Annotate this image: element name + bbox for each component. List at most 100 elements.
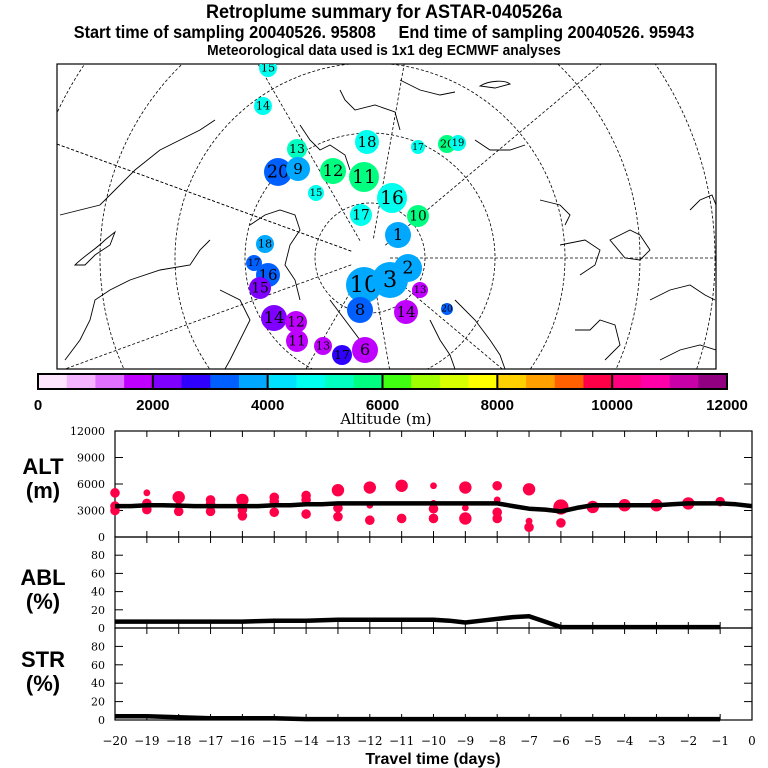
altitude-scatter-point [143,489,151,497]
cluster-circle [286,157,310,181]
cluster-circle [411,140,425,154]
x-tick-label: −14 [293,734,319,748]
altitude-scatter-point [492,480,503,491]
coastline [575,319,621,361]
coastline [474,139,526,151]
cluster-day-label: 20 [441,304,453,314]
coastline [559,239,601,276]
y-tick-label: 0 [98,622,105,635]
map-cluster: 15 [259,62,277,77]
alt-label-line2: (m) [25,478,61,503]
x-tick-label: −7 [520,734,538,748]
altitude-scatter-point [301,509,311,519]
y-tick-label: 12000 [70,425,105,438]
coastline [64,239,211,361]
cluster-day-label: 15 [261,62,275,75]
colorbar-segment [583,374,613,389]
alt-label-line1: ALT [22,454,64,479]
abl-panel: 0 20 40 60 80 [91,536,753,635]
colorbar-segment [526,374,556,389]
cluster-circle [254,97,272,115]
coastline [299,124,351,171]
altitude-scatter-point [110,488,120,498]
map-cluster: 14 [254,97,272,115]
colorbar-tick-label: 8000 [481,397,514,414]
str-label-line1: STR [21,647,65,672]
map-cluster: 18 [355,130,379,154]
map-cluster: 14 [394,300,418,324]
altitude-scatter-point [173,506,184,517]
cluster-circle [355,130,379,154]
colorbar-segment [411,374,441,389]
cluster-circle [287,139,307,159]
y-tick-label: 60 [91,567,105,580]
altitude-scatter-point [363,481,376,494]
y-tick-label: 80 [91,640,105,653]
y-tick-label: 40 [91,586,105,599]
map-cluster: 13 [287,139,307,159]
cluster-circle [441,303,453,315]
colorbar-tick-label: 10000 [591,397,633,414]
coastline [689,194,716,211]
map-cluster: 18 [256,235,274,253]
x-tick-label: −10 [421,734,446,748]
abl-label-line2: (%) [25,589,61,614]
alt-panel: 0 3000 6000 9000 12000 [70,425,753,544]
coastline [73,230,117,266]
cluster-day-label: 17 [334,347,350,362]
colorbar-segment [669,374,699,389]
colorbar-segment [124,374,154,389]
y-tick-label: 60 [91,659,105,672]
altitude-scatter-point [459,481,472,494]
cluster-day-label: 1 [393,225,403,244]
altitude-scatter-point [461,504,469,512]
cluster-day-label: 17 [412,143,424,153]
colorbar-tick-label: 6000 [366,397,399,414]
cluster-day-label: 2 [402,259,413,279]
x-tick-label: 0 [748,734,756,748]
cluster-circle [261,305,287,331]
coastline [329,299,361,341]
cluster-circle [286,330,308,352]
cluster-day-label: 13 [316,340,330,353]
x-tick-label: −16 [230,734,255,748]
x-tick-label: −15 [262,734,287,748]
cluster-circle [320,158,346,184]
x-tick-label: −12 [357,734,382,748]
map-cluster: 19 [450,135,466,151]
altitude-scatter-point [396,513,407,524]
panel-frame [114,627,753,721]
map-cluster: 2 [394,254,422,282]
map-cluster: 11 [349,162,379,192]
altitude-scatter-point [492,513,503,524]
x-tick-label: −13 [325,734,350,748]
colorbar-segment [439,374,469,389]
abl-label-line1: ABL [20,565,66,590]
str-panel-label: STR (%) [0,648,88,696]
colorbar-segment [640,374,670,389]
altitude-scatter-point [333,511,343,522]
altitude-scatter-point [430,482,437,490]
cluster-day-label: 15 [251,280,269,296]
cluster-circle [249,277,271,299]
cluster-circle [350,204,372,226]
cluster-day-label: 14 [396,303,415,321]
colorbar-segment [38,374,68,389]
cluster-day-label: 20 [267,163,289,183]
x-tick-label: −11 [389,734,414,748]
cluster-day-label: 8 [355,300,365,319]
map-cluster: 8 [347,297,373,323]
map-cluster: 16 [377,183,407,213]
altitude-scatter-point [172,491,185,504]
cluster-circle [314,337,332,355]
map-cluster: 12 [285,311,307,333]
coastline [659,344,716,361]
cluster-circle [285,311,307,333]
colorbar-segment [554,374,584,389]
cluster-day-label: 18 [258,238,272,251]
coastline [454,299,506,369]
colorbar-segment [497,374,527,389]
x-tick-label: −1 [711,734,729,748]
cluster-circle [394,300,418,324]
